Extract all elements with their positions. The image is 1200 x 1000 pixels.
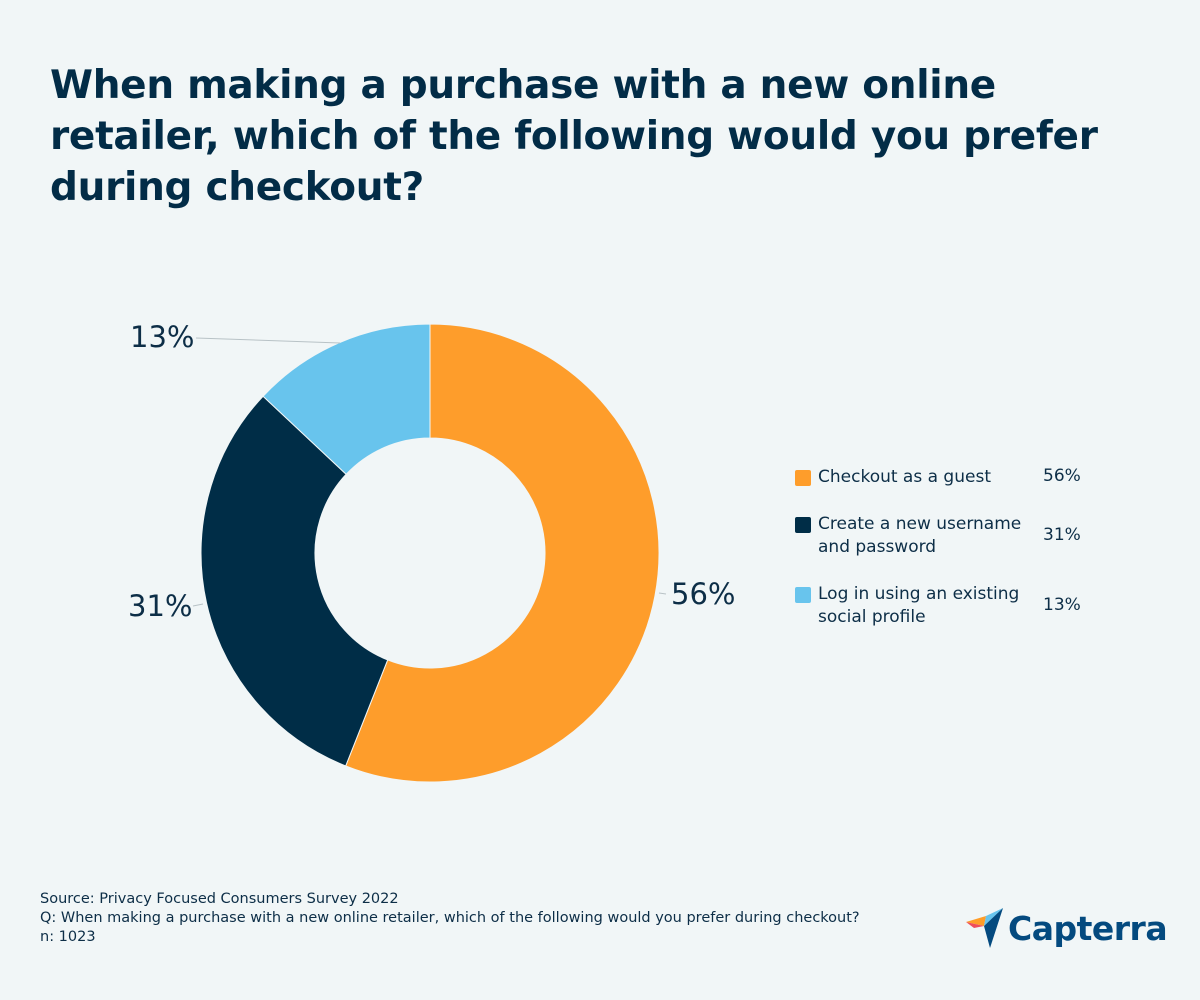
footer-sample-size: n: 1023 [40, 929, 96, 945]
legend-label: Log in using an existing social profile [818, 584, 1020, 627]
legend: Checkout as a guest 56% Create a new use… [795, 466, 1095, 629]
slice-label-social: 13% [130, 320, 195, 354]
legend-value: 56% [1043, 466, 1081, 486]
legend-value: 31% [1043, 525, 1081, 545]
capterra-logo: Capterra [966, 908, 1168, 948]
legend-swatch-create [795, 517, 811, 533]
donut-slice-create [200, 395, 389, 767]
legend-label: Checkout as a guest [818, 467, 991, 487]
donut-slice-social [262, 323, 431, 475]
legend-item-create: Create a new username and password 31% [795, 513, 1095, 559]
slice-label-create: 31% [128, 589, 193, 623]
donut-slices [200, 323, 660, 783]
slice-label-guest: 56% [671, 577, 736, 611]
donut-slice-guest [345, 323, 660, 783]
legend-item-guest: Checkout as a guest 56% [795, 466, 1095, 489]
footer-question: Q: When making a purchase with a new onl… [40, 910, 860, 926]
legend-swatch-guest [795, 470, 811, 486]
footer: Source: Privacy Focused Consumers Survey… [40, 890, 860, 947]
chart-title: When making a purchase with a new online… [50, 63, 1098, 210]
legend-label: Create a new username and password [818, 514, 1022, 557]
legend-swatch-social [795, 587, 811, 603]
capterra-logo-text: Capterra [1008, 908, 1168, 948]
footer-source: Source: Privacy Focused Consumers Survey… [40, 891, 399, 907]
legend-value: 13% [1043, 595, 1081, 615]
leader-line-create [192, 603, 204, 607]
leader-line-social [195, 337, 341, 344]
leader-line-guest [658, 592, 667, 595]
capterra-arrow-icon [966, 908, 1003, 948]
legend-item-social: Log in using an existing social profile … [795, 583, 1095, 629]
